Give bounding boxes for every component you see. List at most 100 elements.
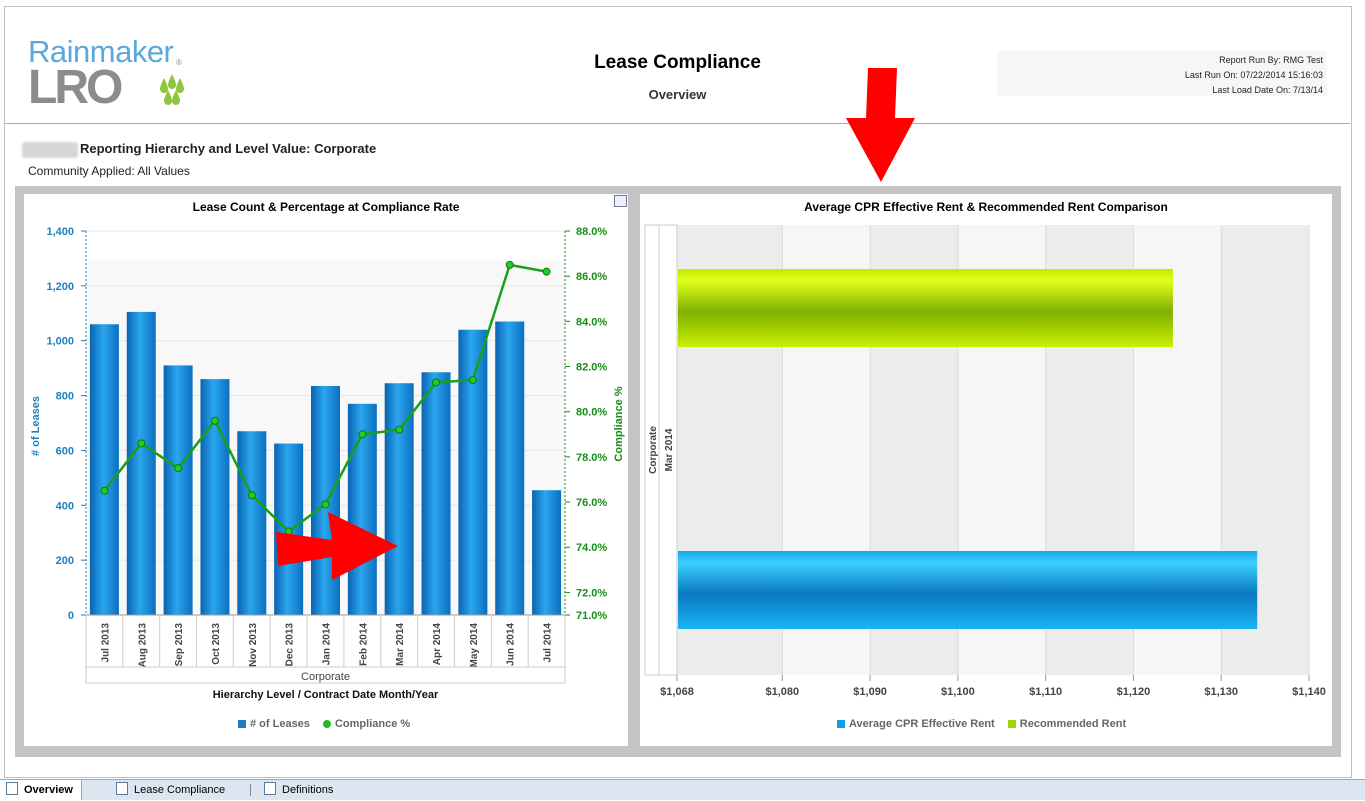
bar-effective-rent [678, 551, 1258, 629]
x-tick-label: Jan 2014 [322, 623, 333, 666]
hierarchy-text: Reporting Hierarchy and Level Value: Cor… [80, 141, 377, 156]
x-tick-label: $1,140 [1292, 686, 1326, 698]
x-tick-label: $1,120 [1117, 686, 1151, 698]
report-tab-bar: Overview Lease Compliance Definitions [0, 779, 1365, 800]
legend-leases-label: # of Leases [250, 718, 310, 731]
x-tick-label: $1,080 [766, 686, 800, 698]
compliance-point [468, 376, 477, 385]
chart-title: Lease Count & Percentage at Compliance R… [192, 200, 460, 214]
bar [163, 365, 193, 615]
y2-tick-label: 74.0% [576, 542, 607, 554]
legend-recommended-rent-swatch [1007, 720, 1016, 729]
compliance-point [100, 486, 109, 495]
x-tick-label: Oct 2013 [211, 623, 222, 665]
x-tick-label: May 2014 [469, 623, 480, 668]
x-tick-label: $1,130 [1204, 686, 1238, 698]
x-tick-label: Sep 2013 [174, 623, 185, 667]
tab-definitions[interactable]: Definitions [258, 780, 341, 800]
hierarchy-label: Reporting Hierarchy and Level Value: Cor… [22, 141, 376, 158]
bar [347, 403, 377, 615]
rent-comparison-chart[interactable]: $1,068 $1,080 $1,090 $1,100 $1,110 $1,120 $1,1… [640, 194, 1332, 746]
x-tick-label: Feb 2014 [358, 623, 369, 666]
header-divider [5, 123, 1350, 124]
bar [237, 431, 267, 615]
last-load-date: Last Load Date On: 7/13/14 [1212, 85, 1323, 95]
report-icon [6, 782, 18, 795]
legend-compliance-label: Compliance % [334, 718, 411, 731]
y2-tick-label: 71.0% [576, 610, 607, 622]
y2-tick-label: 82.0% [576, 362, 607, 374]
y2-tick-label: 78.0% [576, 452, 607, 464]
bar [532, 490, 562, 615]
bar [495, 321, 525, 615]
legend-leases-swatch [238, 720, 246, 729]
y2-tick-label: 72.0% [576, 587, 607, 599]
report-meta-box: Report Run By: RMG Test Last Run On: 07/… [997, 51, 1327, 96]
bar [89, 324, 119, 615]
y-tick-label: 0 [68, 610, 74, 622]
y-tick-label: 400 [56, 500, 74, 512]
export-icon[interactable] [614, 195, 627, 207]
x-tick-label: $1,090 [853, 686, 887, 698]
y-tick-label: 1,200 [46, 281, 74, 293]
legend-effective-rent-swatch [837, 720, 845, 729]
report-title: Lease Compliance [594, 52, 761, 73]
y-tick-label: 600 [56, 445, 74, 457]
compliance-point [358, 430, 367, 439]
x-tick-label: $1,068 [660, 686, 694, 698]
y2-tick-label: 84.0% [576, 316, 607, 328]
y-tick-label: 200 [56, 555, 74, 567]
red-arrow-down [846, 68, 915, 182]
x-tick-label: $1,110 [1029, 686, 1062, 698]
y2-tick-label: 88.0% [576, 226, 607, 238]
red-arrow-right [276, 512, 398, 580]
tab-overview[interactable]: Overview [0, 780, 82, 800]
report-subtitle: Overview [648, 87, 707, 102]
tab-label: Overview [24, 784, 73, 796]
compliance-point [505, 260, 514, 269]
x-tick-label: Dec 2013 [285, 623, 296, 667]
y-tick-label: 1,000 [46, 336, 74, 348]
logo-text-top: Rainmaker [28, 34, 174, 69]
compliance-point [137, 439, 146, 448]
compliance-point [432, 378, 441, 387]
x-tick-label: $1,100 [941, 686, 975, 698]
y2-tick-label: 80.0% [576, 407, 607, 419]
report-run-by: Report Run By: RMG Test [1219, 55, 1323, 65]
logo-registered-mark: ® [176, 58, 182, 67]
category-label: Mar 2014 [664, 428, 675, 471]
chart2-legend: Average CPR Effective Rent Recommended R… [837, 718, 1126, 730]
rent-comparison-chart-panel: Average CPR Effective Rent & Recommended… [640, 194, 1332, 746]
y-axis-label: # of Leases [30, 396, 42, 456]
redacted-text [22, 141, 78, 158]
bar [384, 383, 414, 615]
x-axis-label: Hierarchy Level / Contract Date Month/Ye… [213, 689, 439, 701]
bar [421, 372, 451, 615]
legend-effective-rent-label: Average CPR Effective Rent [849, 718, 995, 731]
bar-recommended-rent [678, 269, 1173, 347]
x-tick-label: Apr 2014 [432, 623, 443, 666]
chart1-legend: # of Leases Compliance % [238, 718, 410, 730]
legend-compliance-dot [322, 720, 331, 729]
rainmaker-lro-logo: Rainmaker ® LRO [28, 36, 188, 112]
logo-text-bottom: LRO [28, 61, 123, 114]
legend-recommended-rent-label: Recommended Rent [1019, 718, 1127, 731]
tab-separator [250, 784, 251, 796]
compliance-point [247, 491, 256, 500]
tab-label: Lease Compliance [134, 784, 226, 796]
x-tick-label: Aug 2013 [137, 623, 148, 668]
document-icon [264, 782, 276, 795]
rain-drops-icon [160, 74, 184, 105]
tab-lease-compliance[interactable]: Lease Compliance [110, 780, 233, 800]
report-search-icon [116, 782, 128, 795]
community-applied-label: Community Applied: All Values [28, 164, 190, 178]
category-label: Corporate [648, 426, 659, 474]
x-tick-label: Jul 2013 [100, 623, 111, 663]
x-tick-label: Jun 2014 [506, 623, 517, 666]
category-column [658, 224, 678, 676]
compliance-point [321, 500, 330, 509]
y2-tick-label: 86.0% [576, 271, 607, 283]
compliance-point [174, 464, 183, 473]
compliance-point [395, 425, 404, 434]
